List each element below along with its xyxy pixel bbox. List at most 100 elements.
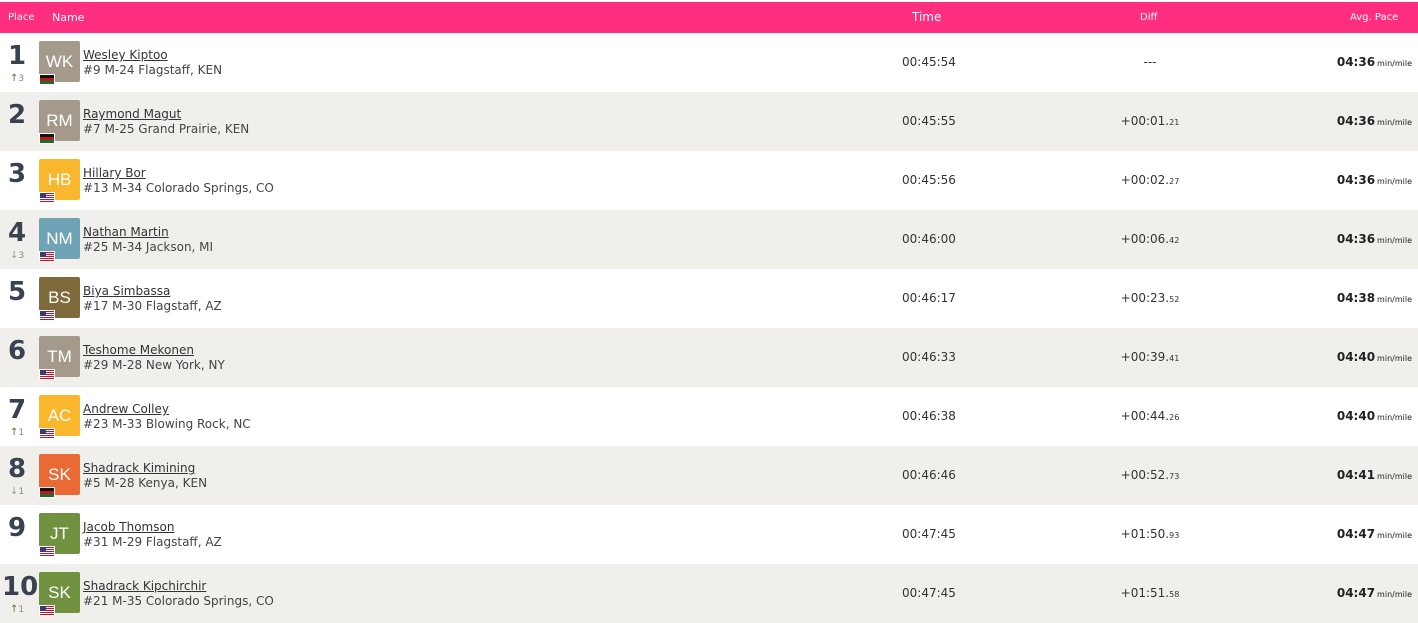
place-number: 1 (7, 41, 27, 71)
finish-time: 00:45:56 (902, 173, 956, 187)
pace-unit: min/mile (1377, 295, 1412, 304)
result-row[interactable]: 6 TM Teshome Mekonen #29 M-28 New York, … (0, 328, 1418, 387)
pace-unit: min/mile (1377, 531, 1412, 540)
place-number: 5 (7, 277, 27, 307)
avg-pace: 04:40 min/mile (1336, 350, 1412, 364)
arrow-down-icon: ↓ (10, 250, 19, 261)
avg-pace: 04:47 min/mile (1336, 527, 1412, 541)
time-diff: +00:44.26 (1120, 409, 1180, 423)
place-number: 7 (7, 395, 27, 425)
result-row[interactable]: 10 ↑1 SK Shadrack Kipchirchir #21 M-35 C… (0, 564, 1418, 623)
avg-pace: 04:36 min/mile (1336, 55, 1412, 69)
result-row[interactable]: 1 ↑3 WK Wesley Kiptoo #9 M-24 Flagstaff,… (0, 33, 1418, 92)
avg-pace: 04:36 min/mile (1336, 232, 1412, 246)
header-place[interactable]: Place (8, 12, 35, 23)
header-diff[interactable]: Diff (1140, 12, 1158, 23)
result-row[interactable]: 3 HB Hillary Bor #13 M-34 Colorado Sprin… (0, 151, 1418, 210)
result-row[interactable]: 2 RM Raymond Magut #7 M-25 Grand Prairie… (0, 92, 1418, 151)
result-row[interactable]: 5 BS Biya Simbassa #17 M-30 Flagstaff, A… (0, 269, 1418, 328)
position-change: ↑1 (10, 427, 25, 439)
place-number: 9 (7, 513, 27, 543)
runner-detail: #17 M-30 Flagstaff, AZ (83, 299, 222, 313)
arrow-up-icon: ↑ (10, 604, 19, 615)
result-row[interactable]: 4 ↓3 NM Nathan Martin #25 M-34 Jackson, … (0, 210, 1418, 269)
time-diff: +00:39.41 (1120, 350, 1180, 364)
runner-detail: #25 M-34 Jackson, MI (83, 240, 214, 254)
runner-detail: #5 M-28 Kenya, KEN (83, 476, 208, 490)
change-value: 1 (18, 428, 25, 438)
runner-name-link[interactable]: Biya Simbassa (83, 284, 171, 298)
result-row[interactable]: 7 ↑1 AC Andrew Colley #23 M-33 Blowing R… (0, 387, 1418, 446)
position-change: ↑1 (10, 604, 24, 616)
runner-name-link[interactable]: Shadrack Kipchirchir (83, 579, 207, 593)
time-diff: +00:06.42 (1120, 232, 1180, 246)
runner-name-link[interactable]: Hillary Bor (83, 166, 146, 180)
position-change: ↓1 (10, 486, 25, 498)
result-row[interactable]: 8 ↓1 SK Shadrack Kimining #5 M-28 Kenya,… (0, 446, 1418, 505)
finish-time: 00:47:45 (902, 586, 956, 600)
header-name[interactable]: Name (52, 11, 85, 24)
runner-name-link[interactable]: Nathan Martin (83, 225, 169, 239)
arrow-down-icon: ↓ (10, 486, 19, 497)
time-diff: +00:02.27 (1120, 173, 1180, 187)
avg-pace: 04:38 min/mile (1336, 291, 1412, 305)
time-diff: +00:01.21 (1120, 114, 1180, 128)
place-number: 10 (2, 572, 39, 602)
finish-time: 00:46:46 (902, 468, 956, 482)
runner-name-link[interactable]: Jacob Thomson (83, 520, 175, 534)
avg-pace: 04:36 min/mile (1336, 114, 1412, 128)
place-number: 2 (7, 100, 27, 130)
header-time[interactable]: Time (912, 10, 942, 24)
runner-detail: #13 M-34 Colorado Springs, CO (83, 181, 274, 195)
avg-pace: 04:36 min/mile (1336, 173, 1412, 187)
runner-name-link[interactable]: Andrew Colley (83, 402, 169, 416)
pace-unit: min/mile (1377, 354, 1412, 363)
avg-pace: 04:47 min/mile (1336, 586, 1412, 600)
flag-icon (39, 428, 55, 439)
runner-detail: #7 M-25 Grand Prairie, KEN (83, 122, 250, 136)
change-value: 3 (18, 251, 25, 261)
runner-name-link[interactable]: Wesley Kiptoo (83, 48, 168, 62)
avatar: AC (39, 395, 80, 436)
runner-detail: #21 M-35 Colorado Springs, CO (83, 594, 274, 608)
pace-unit: min/mile (1377, 472, 1412, 481)
pace-unit: min/mile (1377, 413, 1412, 422)
flag-icon (39, 251, 55, 262)
avg-pace: 04:40 min/mile (1336, 409, 1412, 423)
runner-detail: #23 M-33 Blowing Rock, NC (83, 417, 251, 431)
flag-icon (39, 310, 55, 321)
time-diff: +00:23.52 (1120, 291, 1180, 305)
time-diff: --- (1143, 55, 1157, 69)
flag-icon (39, 546, 55, 557)
place-number: 3 (7, 159, 27, 189)
results-rows: 1 ↑3 WK Wesley Kiptoo #9 M-24 Flagstaff,… (0, 33, 1418, 623)
change-value: 3 (18, 74, 25, 84)
finish-time: 00:47:45 (902, 527, 956, 541)
runner-name-link[interactable]: Teshome Mekonen (83, 343, 194, 357)
position-change: ↓3 (10, 250, 25, 262)
pace-unit: min/mile (1377, 590, 1412, 599)
place-number: 8 (7, 454, 27, 484)
flag-icon (39, 369, 55, 380)
avg-pace: 04:41 min/mile (1336, 468, 1412, 482)
finish-time: 00:45:55 (902, 114, 956, 128)
pace-unit: min/mile (1377, 118, 1412, 127)
pace-unit: min/mile (1377, 177, 1412, 186)
change-value: 1 (18, 487, 25, 497)
place-number: 6 (7, 336, 27, 366)
place-number: 4 (7, 218, 27, 248)
result-row[interactable]: 9 JT Jacob Thomson #31 M-29 Flagstaff, A… (0, 505, 1418, 564)
runner-name-link[interactable]: Shadrack Kimining (83, 461, 196, 475)
runner-name-link[interactable]: Raymond Magut (83, 107, 182, 121)
header-avg-pace[interactable]: Avg. Pace (1350, 12, 1399, 23)
pace-unit: min/mile (1377, 59, 1412, 68)
position-change: ↑3 (10, 74, 25, 85)
runner-detail: #29 M-28 New York, NY (83, 358, 225, 372)
flag-icon (39, 192, 55, 203)
arrow-up-icon: ↑ (10, 427, 19, 438)
runner-detail: #31 M-29 Flagstaff, AZ (83, 535, 222, 549)
time-diff: +01:51.58 (1120, 586, 1180, 600)
flag-icon (39, 605, 55, 616)
finish-time: 00:46:38 (902, 409, 956, 423)
flag-icon (39, 133, 55, 144)
